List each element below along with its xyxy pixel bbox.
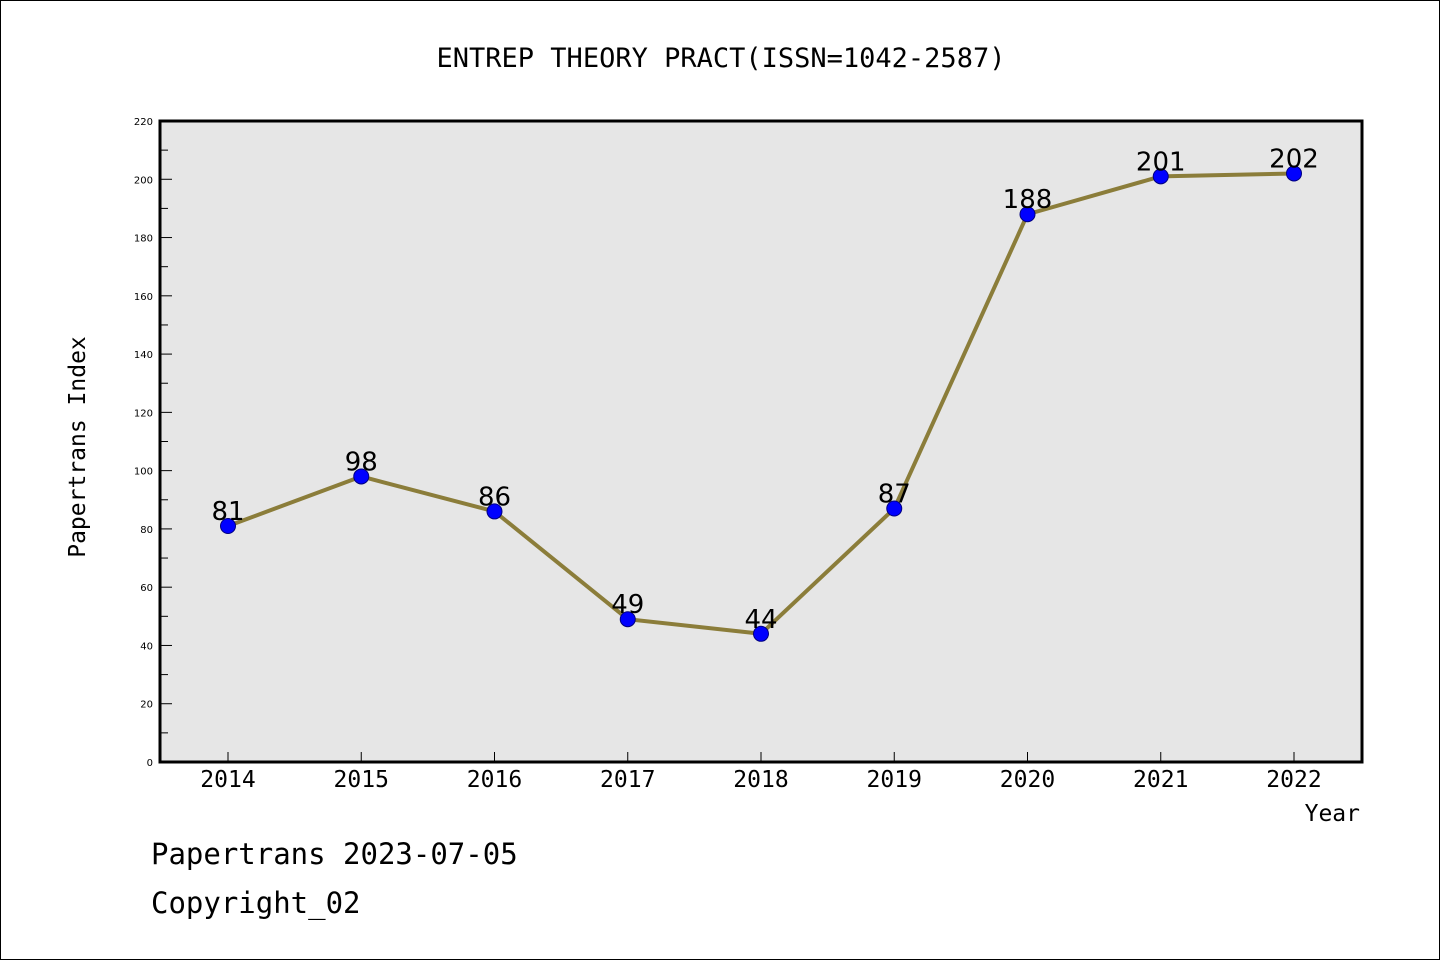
x-tick-label: 2015	[334, 767, 389, 793]
plot-frame	[158, 119, 1364, 764]
y-tick-label: 220	[134, 117, 153, 128]
data-point	[886, 500, 903, 517]
y-tick-label: 0	[147, 758, 153, 769]
data-label: 98	[345, 447, 378, 477]
y-tick-labels: 0 20 40 60 80 100 120 140 160 180 200 220	[134, 117, 153, 769]
y-tick-label: 20	[140, 700, 153, 711]
y-tick-label: 180	[134, 234, 153, 245]
x-axis-label: Year	[1305, 801, 1360, 827]
y-tick-label: 60	[140, 583, 153, 594]
x-tick-label: 2018	[733, 767, 788, 793]
data-label: 81	[211, 497, 244, 527]
data-label: 86	[478, 482, 511, 512]
data-point	[619, 611, 636, 628]
data-label: 87	[878, 480, 911, 510]
chart-title: ENTREP THEORY PRACT(ISSN=1042-2587)	[437, 43, 1006, 74]
x-tick-label: 2016	[467, 767, 522, 793]
data-point	[1019, 206, 1036, 223]
x-tick-label: 2014	[200, 767, 255, 793]
data-points	[220, 165, 1302, 642]
x-tick-label: 2020	[1000, 767, 1055, 793]
y-tick-label: 100	[134, 467, 153, 478]
data-point	[1286, 165, 1302, 182]
data-point	[753, 625, 769, 642]
x-tick-label: 2017	[600, 767, 655, 793]
y-tick-label: 40	[140, 641, 153, 652]
data-point	[486, 503, 503, 520]
data-label: 44	[744, 605, 777, 635]
data-label: 49	[611, 590, 644, 620]
plot-area	[160, 121, 1362, 762]
y-tick-label: 200	[134, 175, 153, 186]
x-tick-label: 2021	[1133, 767, 1188, 793]
x-tick-labels: 2014 2015 2016 2017 2018 2019 2020 2021 2022	[200, 767, 1321, 793]
data-point	[220, 517, 236, 534]
y-tick-label: 80	[140, 525, 153, 536]
y-tick-label: 140	[134, 350, 153, 361]
footer-date-text: Papertrans 2023-07-05	[151, 837, 518, 871]
data-point	[1152, 168, 1169, 185]
data-point	[353, 468, 370, 485]
data-label: 202	[1269, 144, 1319, 174]
data-label: 201	[1136, 147, 1186, 177]
y-tick-label: 160	[134, 292, 153, 303]
data-labels: 81 98 86 49 44 87 188 201 202	[211, 144, 1318, 634]
data-label: 188	[1003, 185, 1053, 215]
footer-copyright-text: Copyright_02	[151, 886, 361, 920]
x-tick-label: 2019	[867, 767, 922, 793]
y-axis-label: Papertrans Index	[65, 336, 91, 558]
y-tick-label: 120	[134, 408, 153, 419]
x-tick-label: 2022	[1266, 767, 1321, 793]
